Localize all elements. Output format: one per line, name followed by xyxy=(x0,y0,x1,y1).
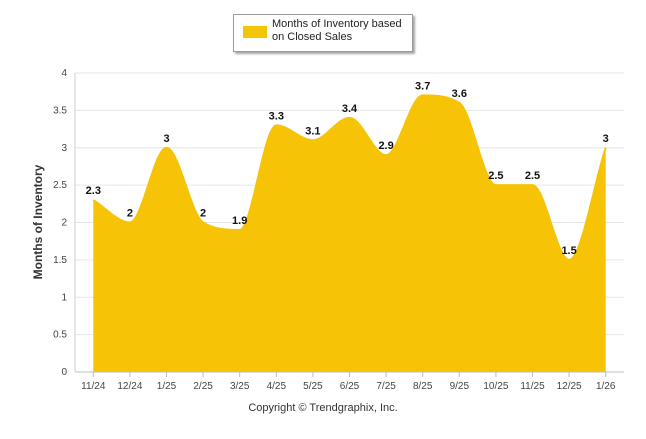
x-tick-label: 1/26 xyxy=(596,381,616,392)
data-label: 3.7 xyxy=(415,80,430,92)
copyright-text: Copyright © Trendgraphix, Inc. xyxy=(248,402,398,414)
y-tick-label: 2 xyxy=(61,218,67,229)
x-tick-label: 6/25 xyxy=(340,381,360,392)
x-tick-label: 11/24 xyxy=(81,381,106,392)
x-tick-label: 5/25 xyxy=(303,381,323,392)
data-label: 3 xyxy=(603,133,609,145)
x-tick-label: 4/25 xyxy=(267,381,287,392)
series-area xyxy=(93,95,606,373)
x-tick-label: 10/25 xyxy=(483,381,508,392)
x-tick-label: 7/25 xyxy=(376,381,396,392)
data-label: 2 xyxy=(127,208,133,220)
data-label: 2 xyxy=(200,208,206,220)
data-label: 2.5 xyxy=(488,170,503,182)
data-label: 3 xyxy=(163,133,169,145)
y-tick-label: 1.5 xyxy=(53,255,67,266)
data-label: 3.3 xyxy=(269,110,284,122)
x-tick-label: 9/25 xyxy=(450,381,470,392)
y-tick-label: 3 xyxy=(61,143,67,154)
y-tick-label: 3.5 xyxy=(53,105,67,116)
x-tick-label: 3/25 xyxy=(230,381,250,392)
y-tick-label: 0.5 xyxy=(53,330,67,341)
data-label: 1.9 xyxy=(232,215,247,227)
legend-swatch xyxy=(243,26,267,38)
y-tick-label: 2.5 xyxy=(53,180,67,191)
x-tick-label: 1/25 xyxy=(157,381,177,392)
data-label: 3.4 xyxy=(342,103,358,115)
x-tick-label: 8/25 xyxy=(413,381,433,392)
legend: Months of Inventory based on Closed Sale… xyxy=(233,14,413,52)
data-label: 3.6 xyxy=(452,88,467,100)
data-label: 2.3 xyxy=(86,185,101,197)
y-tick-label: 0 xyxy=(61,367,67,378)
data-label: 2.9 xyxy=(378,140,393,152)
y-tick-label: 1 xyxy=(61,292,67,303)
y-axis-label: Months of Inventory xyxy=(31,164,45,280)
data-label: 1.5 xyxy=(561,245,576,257)
data-label: 2.5 xyxy=(525,170,540,182)
data-label: 3.1 xyxy=(305,125,320,137)
series-line xyxy=(92,94,607,261)
x-tick-label: 12/25 xyxy=(557,381,582,392)
legend-label: Months of Inventory based on Closed Sale… xyxy=(272,18,402,43)
y-tick-label: 4 xyxy=(61,68,67,79)
x-tick-label: 12/24 xyxy=(117,381,142,392)
x-tick-label: 2/25 xyxy=(193,381,213,392)
x-tick-label: 11/25 xyxy=(520,381,545,392)
